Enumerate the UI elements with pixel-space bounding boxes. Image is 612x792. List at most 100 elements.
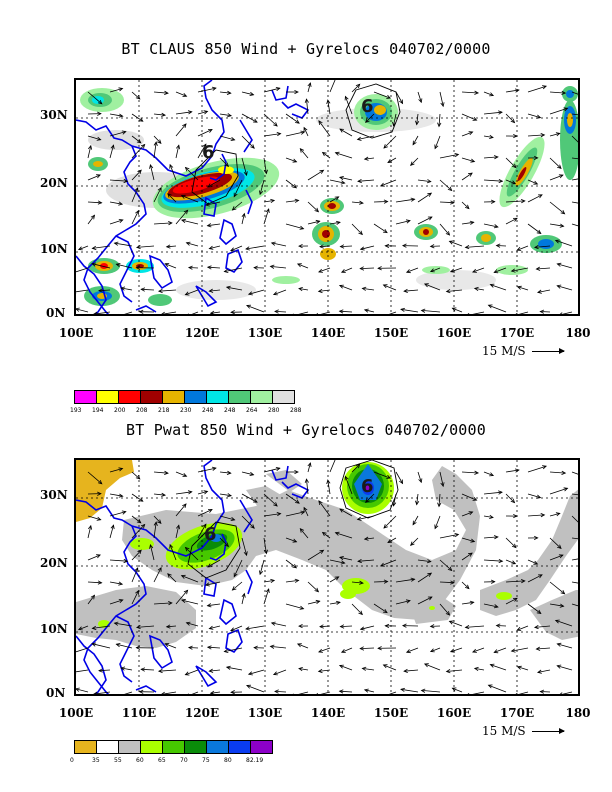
wind-vector-head — [87, 144, 93, 150]
wind-vector-head — [207, 129, 213, 133]
wind-vector-head — [164, 470, 169, 475]
wind-vector-head — [187, 265, 193, 270]
legend-label: 193 — [70, 407, 82, 414]
wind-vector-head — [338, 689, 344, 694]
wind-vector-head — [490, 579, 496, 584]
wind-vector-head — [493, 604, 499, 609]
wind-vector-head — [382, 228, 388, 234]
wind-vector — [327, 480, 331, 495]
wind-vector-head — [110, 524, 115, 530]
wind-vector-head — [516, 626, 522, 631]
wind-vector-head — [164, 263, 170, 267]
panel2-lon-label: 120E — [184, 706, 220, 720]
wind-vector — [131, 524, 145, 539]
wind-vector-head — [344, 95, 349, 101]
wind-vector-head — [233, 572, 238, 578]
wind-vector-head — [386, 474, 392, 479]
wind-vector-head — [359, 646, 365, 651]
wind-vector-head — [405, 599, 411, 604]
wind-vector — [241, 157, 247, 176]
wind-vector-head — [118, 313, 120, 314]
wind-vector-head — [246, 304, 251, 309]
wind-vector — [241, 493, 258, 503]
wind-vector — [205, 201, 221, 206]
wind-vector — [285, 113, 300, 124]
panel2-map: 6 6 — [74, 458, 580, 696]
panel2-lon-label: 160E — [436, 706, 472, 720]
wind-vector-head — [555, 512, 561, 517]
wind-vector-head — [118, 599, 124, 603]
wind-vector — [395, 578, 415, 583]
wind-vector-head — [516, 665, 522, 670]
wind-vector — [417, 216, 433, 225]
wind-vector-head — [211, 86, 217, 91]
wind-vector — [571, 471, 578, 475]
wind-vector-head — [161, 311, 165, 314]
wind-vector — [285, 511, 305, 517]
wind-vector — [263, 588, 270, 605]
wind-vector-head — [555, 132, 561, 137]
wind-vector-head — [399, 99, 404, 105]
wind-vector — [505, 89, 519, 93]
wind-vector — [395, 220, 411, 225]
wind-vector-head — [412, 140, 417, 146]
wind-vector — [87, 215, 95, 225]
wind-vector — [461, 552, 473, 561]
wind-vector-head — [493, 535, 499, 540]
legend-label: 218 — [158, 407, 170, 414]
wind-vector — [549, 603, 564, 607]
wind-vector — [505, 597, 518, 605]
wind-vector — [549, 223, 564, 227]
wind-vector-head — [90, 214, 96, 220]
wind-vector-head — [303, 126, 308, 132]
wind-vector-head — [533, 535, 539, 541]
wind-vector — [534, 245, 551, 248]
wind-vector-head — [140, 287, 146, 292]
wind-vector-head — [540, 513, 546, 518]
wind-vector — [339, 556, 353, 561]
wind-vector-head — [489, 134, 494, 139]
wind-vector — [245, 625, 265, 630]
wind-vector — [263, 157, 267, 174]
wind-vector-head — [536, 494, 542, 499]
wind-vector-head — [489, 514, 494, 519]
wind-vector — [185, 547, 199, 561]
wind-vector-head — [472, 116, 478, 121]
wind-vector — [175, 590, 188, 605]
wind-vector — [109, 581, 123, 585]
wind-vector — [207, 646, 221, 649]
wind-vector — [387, 157, 397, 163]
wind-vector — [373, 471, 391, 479]
wind-vector — [410, 537, 419, 546]
wind-vector-head — [298, 243, 303, 249]
wind-vector-head — [272, 671, 278, 676]
legend-label: 35 — [92, 757, 100, 764]
wind-vector — [205, 581, 221, 586]
wind-vector-head — [292, 313, 294, 314]
wind-vector-head — [307, 462, 312, 467]
wind-vector-head — [355, 463, 361, 469]
wind-vector-head — [319, 624, 324, 629]
wind-vector-head — [118, 219, 124, 223]
panel2-gyre-outlines — [187, 460, 399, 579]
wind-vector-head — [245, 246, 250, 251]
wind-vector-head — [276, 512, 282, 517]
wind-vector-head — [300, 510, 306, 515]
panel1-map-canvas — [76, 80, 578, 314]
wind-vector — [306, 99, 309, 115]
wind-vector-head — [184, 166, 190, 172]
wind-vector-head — [464, 245, 470, 250]
wind-vector-head — [135, 645, 141, 650]
wind-vector — [483, 179, 503, 182]
wind-vector — [285, 580, 299, 583]
wind-vector-head — [495, 623, 501, 628]
wind-vector-head — [317, 288, 323, 294]
wind-vector — [395, 600, 411, 605]
wind-vector-head — [405, 269, 411, 274]
wind-vector-head — [335, 600, 341, 605]
wind-vector — [449, 620, 463, 627]
wind-vector — [153, 602, 172, 605]
wind-vector — [461, 131, 473, 137]
wind-vector — [439, 179, 452, 191]
wind-vector — [472, 647, 485, 653]
